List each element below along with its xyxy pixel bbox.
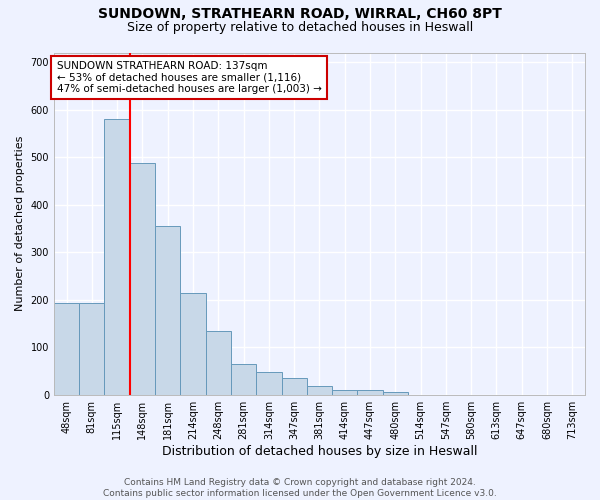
Bar	[181, 292, 206, 394]
Bar	[358, 390, 383, 394]
Bar	[79, 303, 104, 394]
Bar	[155, 226, 181, 394]
Bar	[332, 390, 358, 394]
Bar	[231, 364, 256, 394]
Bar	[104, 119, 130, 394]
Text: SUNDOWN STRATHEARN ROAD: 137sqm
← 53% of detached houses are smaller (1,116)
47%: SUNDOWN STRATHEARN ROAD: 137sqm ← 53% of…	[56, 61, 322, 94]
Bar	[281, 378, 307, 394]
Bar	[130, 163, 155, 394]
Bar	[206, 332, 231, 394]
Text: SUNDOWN, STRATHEARN ROAD, WIRRAL, CH60 8PT: SUNDOWN, STRATHEARN ROAD, WIRRAL, CH60 8…	[98, 8, 502, 22]
X-axis label: Distribution of detached houses by size in Heswall: Distribution of detached houses by size …	[162, 444, 477, 458]
Text: Size of property relative to detached houses in Heswall: Size of property relative to detached ho…	[127, 21, 473, 34]
Bar	[307, 386, 332, 394]
Bar	[383, 392, 408, 394]
Y-axis label: Number of detached properties: Number of detached properties	[15, 136, 25, 312]
Bar	[54, 303, 79, 394]
Text: Contains HM Land Registry data © Crown copyright and database right 2024.
Contai: Contains HM Land Registry data © Crown c…	[103, 478, 497, 498]
Bar	[256, 372, 281, 394]
